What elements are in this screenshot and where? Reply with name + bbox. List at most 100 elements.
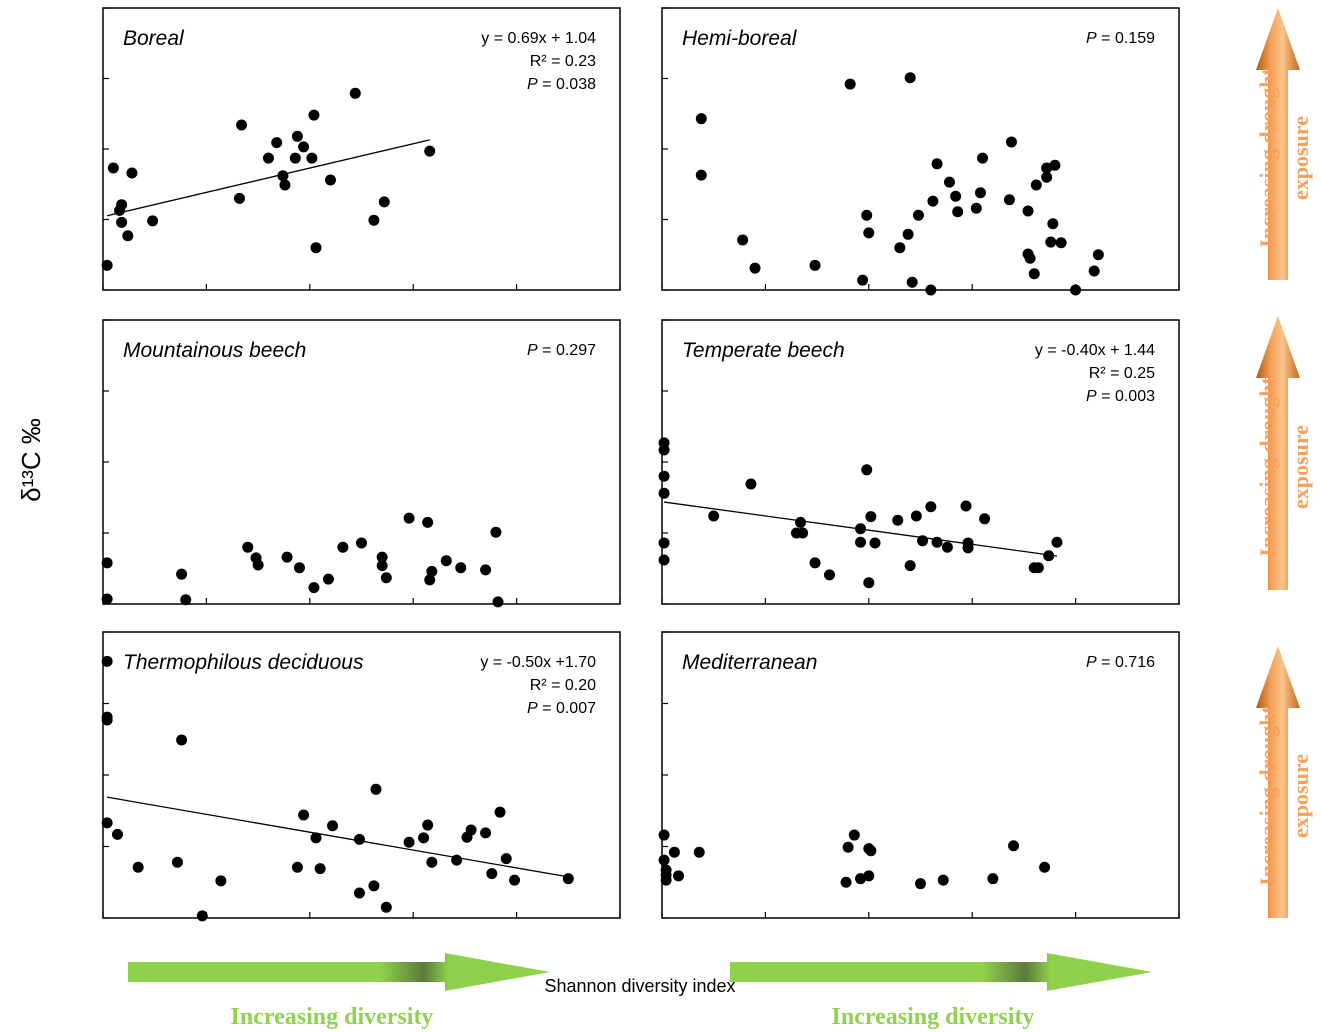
p-value: P = 0.159 <box>1086 30 1155 47</box>
point <box>906 276 918 288</box>
point <box>749 262 761 274</box>
point <box>233 192 245 204</box>
point <box>855 536 867 548</box>
point <box>1008 840 1020 852</box>
point <box>658 470 670 482</box>
point <box>708 510 720 522</box>
point <box>797 527 809 539</box>
equation: y = -0.40x + 1.44 <box>1035 342 1155 359</box>
point <box>101 593 113 605</box>
drought-label: Increasing drought <box>1255 706 1280 886</box>
point <box>480 564 492 576</box>
point <box>418 832 430 844</box>
point <box>380 901 392 913</box>
point <box>943 176 955 188</box>
point <box>426 565 438 577</box>
r-squared: R² = 0.20 <box>530 677 596 694</box>
point <box>494 806 506 818</box>
point <box>892 514 904 526</box>
point <box>500 853 512 865</box>
point <box>353 887 365 899</box>
point <box>1041 162 1053 174</box>
diversity-arrow <box>128 953 550 991</box>
point <box>337 541 349 553</box>
panel-frame <box>661 7 1180 291</box>
point <box>974 187 986 199</box>
point <box>912 209 924 221</box>
point <box>840 876 852 888</box>
point <box>809 259 821 271</box>
point <box>101 557 113 569</box>
panel-frame <box>102 7 621 291</box>
point <box>101 817 113 829</box>
panel-title: Mediterranean <box>682 651 817 674</box>
point <box>509 874 521 886</box>
point <box>857 274 869 286</box>
point <box>327 820 339 832</box>
regression-line <box>107 796 569 878</box>
p-text: = 0.716 <box>1097 654 1155 671</box>
point <box>291 130 303 142</box>
point <box>376 560 388 572</box>
point <box>658 554 670 566</box>
point <box>180 594 192 606</box>
point <box>440 555 452 567</box>
p-symbol: P <box>1086 30 1097 47</box>
point <box>941 541 953 553</box>
point <box>308 582 320 594</box>
point <box>215 875 227 887</box>
point <box>902 228 914 240</box>
p-text: = 0.007 <box>538 700 596 717</box>
panel-title: Thermophilous deciduous <box>123 651 364 674</box>
point <box>1005 136 1017 148</box>
point <box>931 536 943 548</box>
point <box>894 242 906 254</box>
point <box>1088 265 1100 277</box>
point <box>855 873 867 885</box>
point <box>658 444 670 456</box>
point <box>1070 284 1082 296</box>
point <box>1051 536 1063 548</box>
point <box>314 863 326 875</box>
point <box>869 537 881 549</box>
point <box>1041 171 1053 183</box>
x-axis-label: Shannon diversity index <box>544 976 735 996</box>
point <box>562 873 574 885</box>
point <box>1003 194 1015 206</box>
point <box>101 259 113 271</box>
p-value: P = 0.003 <box>1086 388 1155 405</box>
point <box>861 464 873 476</box>
point <box>861 209 873 221</box>
point <box>950 190 962 202</box>
p-value: P = 0.716 <box>1086 654 1155 671</box>
point <box>931 158 943 170</box>
point <box>1047 218 1059 230</box>
point <box>693 846 705 858</box>
point <box>293 562 305 574</box>
point <box>668 846 680 858</box>
point <box>865 511 877 523</box>
point <box>979 513 991 525</box>
point <box>242 541 254 553</box>
point <box>277 170 289 182</box>
point <box>962 542 974 554</box>
panel-frame <box>102 319 621 605</box>
drought-label: exposure <box>1288 754 1313 838</box>
point <box>465 824 477 836</box>
point <box>176 568 188 580</box>
point <box>368 214 380 226</box>
point <box>380 572 392 584</box>
point <box>111 828 123 840</box>
point <box>745 478 757 490</box>
drought-arrow <box>1256 646 1300 918</box>
point <box>306 152 318 164</box>
point <box>863 870 875 882</box>
point <box>101 714 113 726</box>
point <box>855 523 867 535</box>
point <box>737 234 749 246</box>
p-symbol: P <box>527 700 538 717</box>
point <box>353 833 365 845</box>
point <box>486 868 498 880</box>
point <box>1049 159 1061 171</box>
